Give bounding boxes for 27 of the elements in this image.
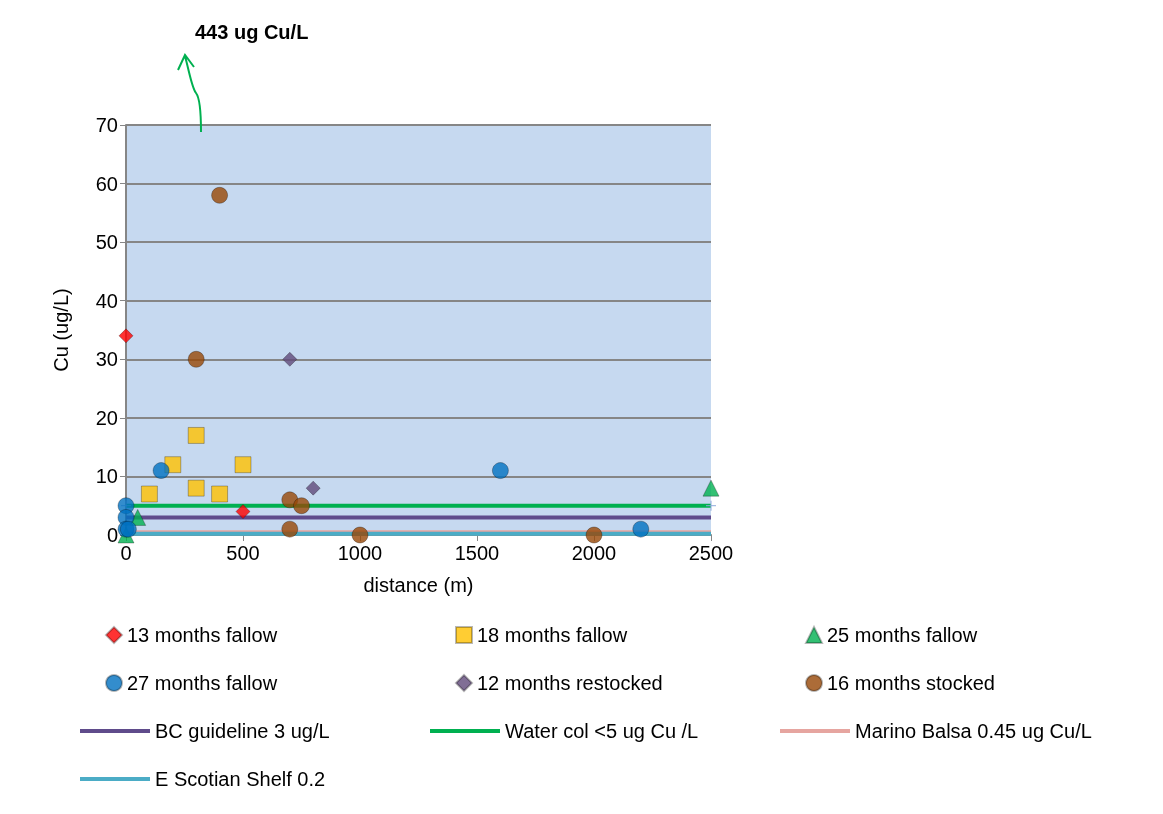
y-tick-label: 40 (95, 289, 118, 312)
legend-label: 18 months fallow (477, 624, 628, 646)
y-tick-label: 20 (95, 406, 118, 429)
legend-label: 12 months restocked (477, 672, 663, 694)
legend-label: 13 months fallow (127, 624, 278, 646)
legend-label: Marino Balsa 0.45 ug Cu/L (855, 720, 1092, 742)
y-tick-label: 0 (106, 524, 118, 546)
legend-label: BC guideline 3 ug/L (155, 720, 330, 742)
legend-label: 25 months fallow (827, 624, 978, 646)
x-tick-label: 0 (120, 542, 132, 564)
text: 443 ug Cu/L (195, 21, 309, 43)
x-tick-label: 500 (226, 542, 260, 564)
y-tick-label: 50 (95, 231, 118, 254)
x-tick-label: 2000 (571, 542, 617, 564)
y-axis-title: Cu (ug/L) (50, 288, 72, 372)
y-tick-label: 70 (95, 114, 118, 136)
legend-label: 16 months stocked (827, 672, 995, 694)
x-tick-label: 2500 (688, 542, 734, 564)
x-tick-label: 1500 (454, 542, 500, 564)
legend-label: 27 months fallow (127, 672, 278, 694)
x-axis-title: distance (m) (363, 574, 474, 596)
y-tick-label: 30 (95, 348, 118, 371)
legend-label: Water col <5 ug Cu /L (505, 720, 699, 742)
y-tick-label: 60 (95, 172, 118, 195)
y-tick-label: 10 (95, 465, 118, 488)
legend-label: E Scotian Shelf 0.2 (155, 768, 326, 790)
x-tick-label: 1000 (337, 542, 383, 564)
